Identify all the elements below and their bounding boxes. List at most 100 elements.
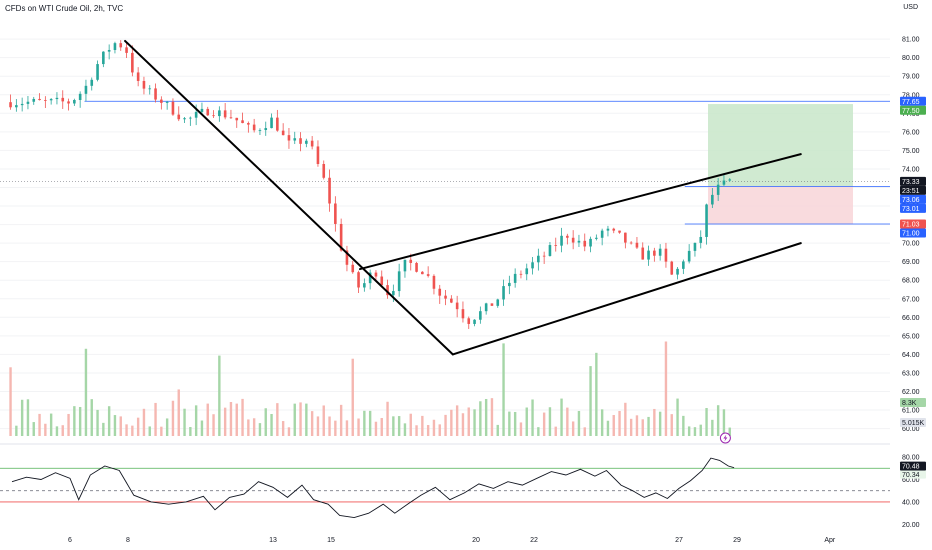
time-tick-label: 13 <box>269 537 277 544</box>
volume-bar <box>635 415 639 436</box>
candle-body <box>78 93 82 100</box>
candle-body <box>194 111 198 118</box>
price-tick-label: 67.00 <box>902 296 920 303</box>
candle-body <box>583 240 587 247</box>
volume-bar <box>32 422 35 436</box>
volume-bar <box>473 409 476 436</box>
price-tick-label: 81.00 <box>902 37 920 44</box>
price-tag <box>900 176 926 186</box>
rsi-tick-label: 40.00 <box>902 499 920 506</box>
volume-bar <box>537 427 540 436</box>
volume-bar <box>386 401 389 436</box>
candle-body <box>467 318 471 324</box>
volume-bar <box>397 416 401 436</box>
candle-body <box>542 255 546 257</box>
volume-bar <box>461 413 465 436</box>
volume-bar <box>61 425 64 436</box>
currency-label: USD <box>903 4 918 11</box>
candle-body <box>84 85 88 94</box>
volume-bar <box>258 423 262 436</box>
volume-bar <box>380 417 383 436</box>
candle-body <box>392 291 395 296</box>
price-tag-label: 73.06 <box>902 197 920 204</box>
price-tag-label: 73.33 <box>902 179 920 186</box>
candle-body <box>212 115 215 117</box>
volume-bar <box>612 415 615 436</box>
candle-body <box>310 140 314 147</box>
candle-body <box>670 261 674 275</box>
volume-bar <box>200 420 204 436</box>
volume-bar <box>374 421 378 436</box>
candle-body <box>345 250 349 265</box>
trendline <box>124 39 454 356</box>
price-tick-label: 64.00 <box>902 352 920 359</box>
volume-bar <box>334 420 337 436</box>
candle-body <box>270 117 273 129</box>
candle-body <box>96 64 99 80</box>
price-tag-label: 23:51 <box>902 188 920 195</box>
candle-body <box>728 179 732 181</box>
volume-bar <box>119 416 122 436</box>
candle-body <box>148 88 152 90</box>
volume-bar <box>513 411 517 436</box>
volume-bar <box>328 416 331 436</box>
candle-body <box>264 128 268 131</box>
volume-bar <box>171 400 175 436</box>
candle-body <box>223 110 227 118</box>
volume-bar <box>26 399 30 436</box>
candle-body <box>461 309 465 319</box>
candle-body <box>183 118 186 120</box>
volume-bar <box>716 405 720 436</box>
candle-body <box>647 250 650 260</box>
volume-bar <box>287 427 291 436</box>
candle-body <box>531 262 534 269</box>
candle-body <box>653 250 656 256</box>
volume-bar <box>653 408 656 436</box>
price-tag-label: 77.50 <box>902 108 920 115</box>
candle-body <box>548 245 552 256</box>
candle-body <box>479 311 482 320</box>
candle-body <box>473 319 476 324</box>
candle-body <box>351 264 355 273</box>
volume-bar <box>9 367 12 436</box>
volume-bar <box>426 425 430 436</box>
volume-bar <box>455 405 459 436</box>
candle-body <box>229 117 233 119</box>
candle-body <box>281 130 285 136</box>
candle-body <box>711 194 714 205</box>
volume-bar <box>432 419 436 436</box>
candle-body <box>119 43 123 48</box>
candle-body <box>287 135 291 141</box>
price-tick-label: 69.00 <box>902 259 920 266</box>
volume-bar <box>241 398 244 436</box>
candle-body <box>55 97 59 100</box>
volume-bar <box>647 416 650 436</box>
candle-body <box>374 272 378 277</box>
candle-body <box>38 98 41 101</box>
rsi-secondary-tag <box>900 470 926 479</box>
price-tag <box>900 228 926 238</box>
candle-body <box>508 282 511 287</box>
volume-bar <box>154 402 157 436</box>
rsi-line <box>11 457 735 519</box>
price-tick-label: 79.00 <box>902 74 920 81</box>
volume-bar <box>542 412 546 436</box>
candle-body <box>252 124 256 131</box>
candle-body <box>415 262 418 272</box>
price-tick-label: 65.00 <box>902 333 920 340</box>
rsi-value-label: 70.48 <box>902 464 920 471</box>
volume-bar <box>96 409 99 436</box>
candle-body <box>305 140 308 144</box>
candle-body <box>293 138 297 141</box>
candle-body <box>299 138 302 144</box>
volume-bar <box>293 403 296 436</box>
volume-bar <box>15 425 18 436</box>
volume-bar <box>102 422 105 436</box>
volume-bar <box>235 403 238 436</box>
candle-body <box>600 230 604 238</box>
candle-body <box>189 117 192 119</box>
volume-tag <box>900 418 926 427</box>
candle-body <box>380 276 384 286</box>
price-tag <box>900 203 926 213</box>
